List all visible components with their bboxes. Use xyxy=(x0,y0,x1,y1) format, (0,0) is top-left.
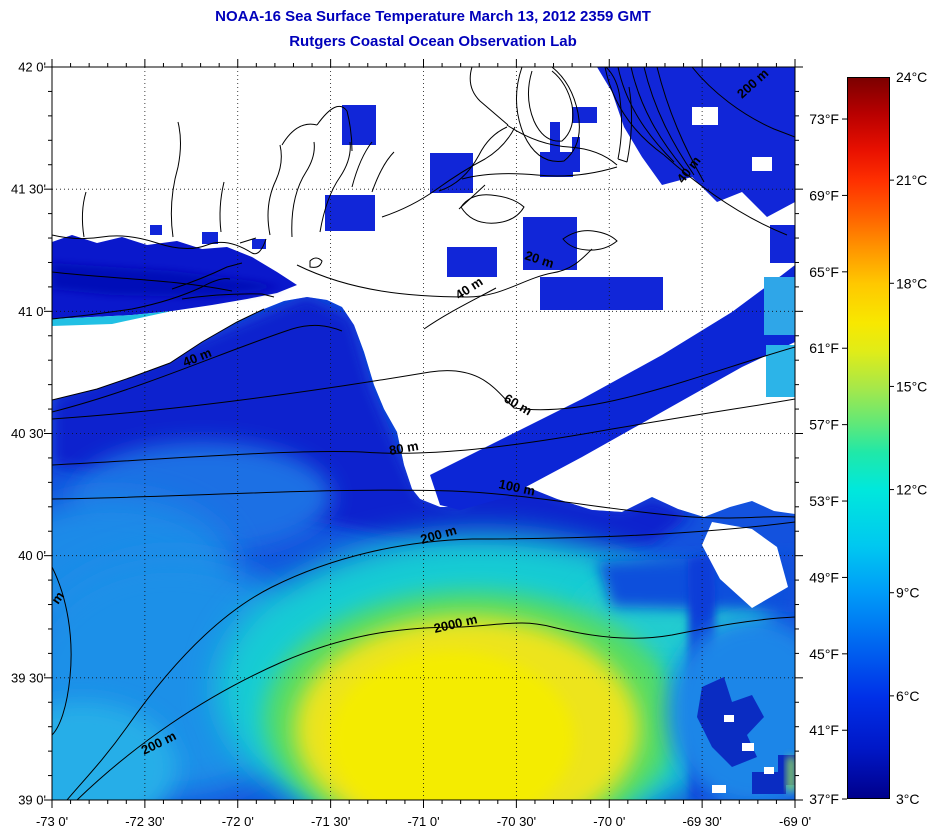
depth-contour-label: 100 m xyxy=(497,476,536,498)
nantucket-island xyxy=(562,230,618,251)
thames-river xyxy=(219,181,225,233)
cold-tongue xyxy=(430,265,795,510)
block-island xyxy=(309,257,323,268)
contour-40m-west xyxy=(52,324,343,413)
long-island-north-shore xyxy=(52,278,231,320)
x-axis-tick-label: -73 0' xyxy=(36,814,68,829)
contour-40m-gom xyxy=(663,154,788,236)
long-island-north-fork xyxy=(171,262,243,290)
colorbar-fahrenheit-label: 69°F xyxy=(809,187,839,203)
buzzards-bay-shore xyxy=(381,126,516,218)
colorbar-fahrenheit-label: 73°F xyxy=(809,111,839,127)
contour-80m xyxy=(52,398,795,466)
colorbar-celsius-label: 24°C xyxy=(896,69,927,85)
colorbar-fahrenheit-label: 65°F xyxy=(809,264,839,280)
y-axis-tick-label: 39 0' xyxy=(18,793,46,808)
colorbar xyxy=(847,77,890,799)
colorbar-labels-layer: 24°C 21°C 18°C 15°C 12°C 9°C 6°C 3°C 73°F 69°F 65°… xyxy=(809,69,927,807)
y-axis-tick-label: 41 0' xyxy=(18,304,46,319)
axes-layer: -73 0' -72 30' -72 0' -71 30' -71 0' -70 30' -… xyxy=(11,59,811,829)
colorbar-fahrenheit-label: 37°F xyxy=(809,791,839,807)
navy-patch-br2 xyxy=(752,772,786,794)
cloud-speck xyxy=(764,767,774,774)
long-island-south-fork xyxy=(181,293,275,300)
x-axis-tick-label: -71 30' xyxy=(311,814,350,829)
sound-cyan-strip xyxy=(52,311,172,326)
y-axis-tick-label: 40 0' xyxy=(18,548,46,563)
sound-axis-contour xyxy=(52,271,233,292)
cloud-blob-east xyxy=(702,522,788,608)
colorbar-celsius-label: 18°C xyxy=(896,275,927,291)
page-subtitle: Rutgers Coastal Ocean Observation Lab xyxy=(289,33,577,50)
colorbar-celsius-label: 3°C xyxy=(896,791,920,807)
elizabeth-islands xyxy=(458,184,486,210)
sst-field xyxy=(52,67,795,800)
y-axis-tick-label: 40 30' xyxy=(11,426,46,441)
x-axis-tick-label: -69 30' xyxy=(682,814,721,829)
contour-200m xyxy=(66,521,795,800)
depth-contours xyxy=(52,67,795,800)
marthas-vineyard xyxy=(460,194,525,224)
y-axis-tick-label: 41 30' xyxy=(11,182,46,197)
cloud-speck xyxy=(724,715,734,722)
colorbar-fahrenheit-label: 57°F xyxy=(809,417,839,433)
housatonic-river xyxy=(81,191,87,238)
narragansett-bay xyxy=(346,110,395,193)
colorbar-celsius-label: 12°C xyxy=(896,482,927,498)
contour-100m xyxy=(52,489,795,519)
y-axis-tick-label: 39 30' xyxy=(11,670,46,685)
cloud-gap-patches xyxy=(150,67,795,310)
contour-20m xyxy=(296,248,593,298)
cape-cod-south-shore xyxy=(461,166,618,180)
stellwagen-arcs xyxy=(515,67,580,162)
page-title: NOAA-16 Sea Surface Temperature March 13… xyxy=(215,8,651,25)
connecticut-shore xyxy=(52,234,267,255)
x-axis-tick-label: -70 30' xyxy=(497,814,536,829)
colorbar-celsius-label: 9°C xyxy=(896,585,920,601)
contour-60m xyxy=(52,346,795,420)
cyan-patch-right-mid xyxy=(766,345,795,397)
warm-eddy-core xyxy=(330,651,574,800)
plymouth-shore xyxy=(469,67,509,126)
cloud-speck xyxy=(742,743,754,751)
contour-40m-blockisland xyxy=(423,287,497,330)
colorbar-celsius-label: 21°C xyxy=(896,172,927,188)
gulf-of-maine-bundle xyxy=(604,67,705,183)
cape-cod-outer-arm xyxy=(605,67,633,163)
colorbar-fahrenheit-label: 45°F xyxy=(809,646,839,662)
connecticut-river xyxy=(170,121,181,238)
rhode-island-bays xyxy=(267,105,351,238)
contour-left-deep xyxy=(52,566,72,736)
colorbar-fahrenheit-label: 61°F xyxy=(809,340,839,356)
cyan-patch-right-upper xyxy=(764,277,795,335)
y-axis-tick-label: 42 0' xyxy=(18,60,46,75)
fishers-island xyxy=(239,237,257,244)
x-axis-tick-label: -71 0' xyxy=(407,814,439,829)
contour-2000m xyxy=(76,616,795,800)
map-frame xyxy=(51,66,796,801)
colorbar-celsius-label: 15°C xyxy=(896,378,927,394)
cloud-speck xyxy=(712,785,726,793)
x-axis-tick-label: -72 30' xyxy=(125,814,164,829)
colorbar-fahrenheit-label: 41°F xyxy=(809,722,839,738)
x-axis-tick-label: -70 0' xyxy=(593,814,625,829)
long-island-south-shore xyxy=(52,308,265,401)
x-axis-tick-label: -72 0' xyxy=(222,814,254,829)
cloud-hole xyxy=(692,107,718,125)
x-axis-tick-label: -69 0' xyxy=(779,814,811,829)
colorbar-fahrenheit-label: 53°F xyxy=(809,493,839,509)
contour-200m-gom xyxy=(691,67,795,138)
colorbar-celsius-label: 6°C xyxy=(896,688,920,704)
depth-contour-label: 80 m xyxy=(388,438,420,458)
colorbar-gradient xyxy=(848,78,889,798)
colorbar-fahrenheit-label: 49°F xyxy=(809,569,839,585)
cloud-hole xyxy=(752,157,772,171)
green-edge-tinge xyxy=(787,757,795,791)
sound-dark-streak xyxy=(52,263,282,297)
